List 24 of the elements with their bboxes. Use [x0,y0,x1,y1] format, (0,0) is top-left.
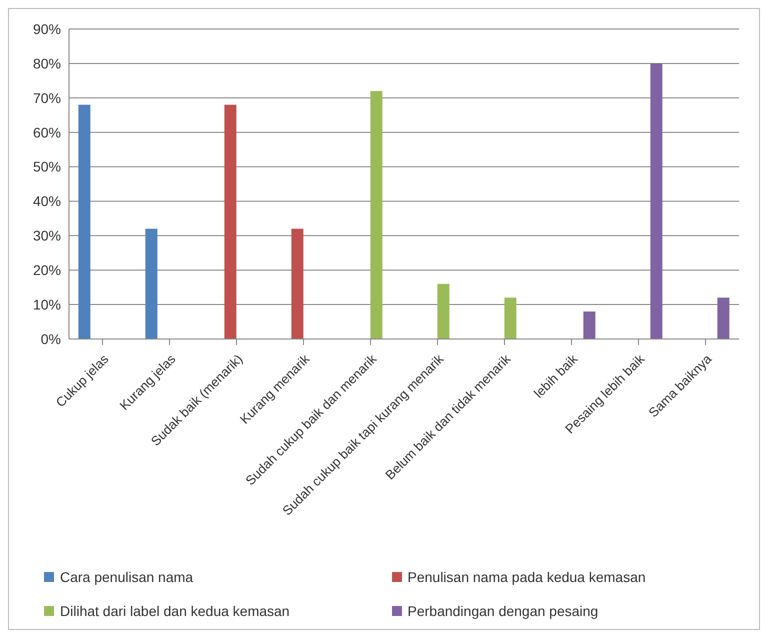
bar [504,298,516,339]
y-tick-label: 90% [32,20,61,37]
y-tick-label: 10% [32,296,61,313]
y-tick-label: 0% [40,330,61,347]
legend-label: Penulisan nama pada kedua kemasan [408,569,646,585]
y-tick-label: 20% [32,262,61,278]
y-tick-label: 40% [32,193,61,210]
y-tick-label: 60% [32,124,61,140]
bar [291,228,304,339]
bar [583,311,596,339]
bar [78,104,90,339]
y-tick-label: 80% [32,55,61,72]
legend-label: Dilihat dari label dan kedua kemasan [60,603,290,619]
bar [437,284,450,339]
bar [650,63,662,339]
legend-label: Perbandingan dengan pesaing [408,603,598,619]
y-tick-label: 70% [32,90,61,106]
bar [370,91,382,339]
y-tick-label: 30% [32,228,61,244]
bar [717,298,730,339]
y-tick-label: 50% [32,158,61,175]
bar [224,104,236,339]
bar [145,228,158,339]
legend-label: Cara penulisan nama [60,569,194,585]
